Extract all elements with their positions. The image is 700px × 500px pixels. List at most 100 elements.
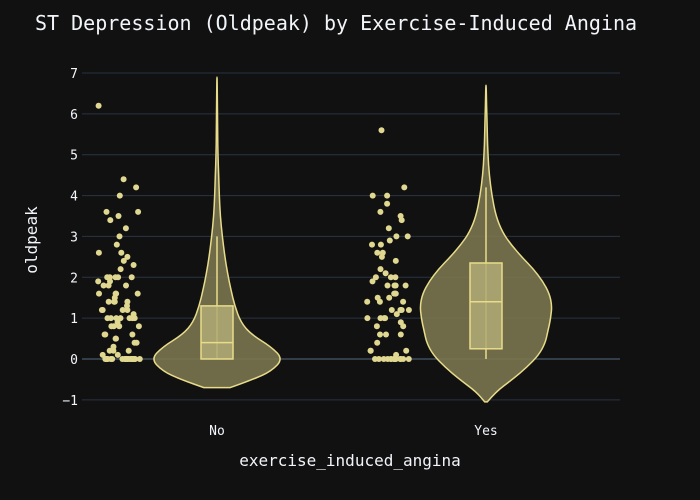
data-point [95, 102, 102, 109]
data-point [95, 278, 102, 285]
data-point [120, 257, 127, 264]
y-axis-title: oldpeak [22, 206, 41, 274]
data-point [117, 266, 124, 273]
data-point [136, 356, 143, 362]
data-point [122, 225, 129, 232]
data-point [386, 294, 393, 301]
data-point [101, 331, 108, 338]
violin-group-no [95, 76, 281, 389]
data-point [385, 225, 392, 232]
y-axis-ticks: −1 0 1 2 3 4 5 6 7 [62, 67, 78, 409]
data-point [372, 356, 378, 362]
box-yes [469, 262, 503, 350]
data-point [400, 356, 407, 362]
data-point [384, 282, 391, 289]
data-point [369, 278, 376, 285]
data-point [378, 127, 385, 134]
x-axis-title: exercise_induced_angina [239, 451, 461, 470]
data-point [377, 266, 384, 273]
y-tick-label: 4 [70, 190, 78, 205]
data-point [374, 339, 381, 346]
data-point [113, 290, 120, 297]
data-point [109, 356, 116, 362]
data-point [95, 249, 102, 256]
data-point [392, 290, 399, 297]
y-tick-label: 2 [70, 271, 78, 286]
data-point [379, 249, 386, 256]
data-point [373, 323, 380, 330]
data-point [388, 307, 395, 313]
data-point [114, 351, 121, 358]
data-point [107, 217, 114, 224]
data-point [118, 249, 125, 256]
data-point [374, 249, 381, 256]
data-point [115, 213, 122, 219]
data-point [129, 331, 136, 338]
data-point [125, 347, 132, 354]
data-point [116, 233, 123, 240]
data-point [117, 315, 124, 322]
data-point [369, 192, 376, 199]
data-point [130, 262, 137, 268]
data-point [113, 241, 120, 248]
data-point [388, 356, 394, 362]
data-point [110, 343, 117, 350]
data-point [113, 335, 119, 342]
data-point [393, 233, 400, 240]
data-point [400, 298, 407, 305]
data-point [124, 298, 131, 305]
data-point [119, 356, 126, 362]
data-point [128, 274, 135, 281]
data-point [110, 323, 117, 330]
data-point [392, 274, 399, 281]
data-point [116, 192, 123, 199]
data-point [402, 282, 409, 289]
data-point [372, 274, 379, 281]
y-tick-label: 1 [70, 312, 78, 327]
data-point [403, 347, 410, 354]
data-point [377, 208, 384, 215]
box-no [200, 305, 234, 360]
y-tick-label: 6 [70, 108, 78, 123]
data-point [133, 184, 140, 191]
data-point [397, 319, 404, 326]
data-point [386, 237, 393, 244]
data-point [123, 282, 129, 289]
data-point [100, 282, 107, 289]
violin-no [153, 76, 281, 389]
chart-title: ST Depression (Oldpeak) by Exercise-Indu… [35, 11, 637, 35]
data-point [397, 213, 404, 219]
data-point [382, 315, 389, 322]
data-point [119, 307, 126, 313]
data-point [124, 253, 131, 260]
data-point [364, 315, 371, 322]
x-tick-label: No [209, 424, 225, 439]
data-point [367, 347, 374, 354]
data-point [131, 339, 138, 346]
data-point [383, 331, 389, 338]
data-point [103, 356, 110, 362]
data-point [397, 307, 404, 313]
data-point [392, 257, 399, 264]
y-tick-label: 3 [70, 230, 78, 245]
data-point [397, 331, 404, 338]
data-point [374, 294, 381, 301]
data-point [103, 208, 110, 215]
data-point [377, 241, 384, 248]
data-point [98, 307, 105, 313]
data-point [99, 351, 106, 358]
y-tick-label: −1 [62, 394, 78, 409]
data-point [130, 311, 137, 318]
data-point [405, 356, 412, 362]
data-point [104, 274, 111, 281]
data-point [369, 241, 375, 248]
data-point [405, 307, 412, 313]
data-point [130, 356, 137, 362]
data-point [106, 347, 113, 354]
data-point [135, 208, 142, 215]
data-point [393, 351, 400, 358]
data-point [392, 282, 399, 289]
x-axis-ticks: No Yes [209, 424, 498, 439]
